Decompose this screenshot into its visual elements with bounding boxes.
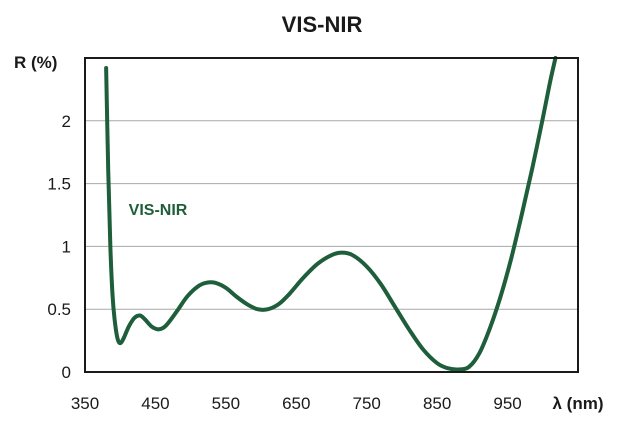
x-tick-labels: 350 450 550 650 750 850 950 [71,394,522,413]
y-axis-label: R (%) [14,53,57,72]
annotation-layer: VIS-NIR [129,202,188,219]
y-tick-label: 1 [62,237,71,256]
x-tick-label: 650 [282,394,310,413]
plot-area-frame [84,57,579,373]
x-tick-label: 750 [353,394,381,413]
chart-title: VIS-NIR [282,12,363,37]
x-tick-label: 350 [71,394,99,413]
x-axis-label: λ (nm) [553,394,604,413]
y-tick-label: 0 [62,363,71,382]
x-tick-label: 450 [141,394,169,413]
series-layer [104,56,558,372]
y-tick-label: 2 [62,112,71,131]
x-tick-label: 850 [423,394,451,413]
x-tick-label: 950 [493,394,521,413]
series-annotation-label: VIS-NIR [129,202,188,219]
x-tick-label: 550 [212,394,240,413]
series-line-vis-nir [104,56,558,372]
y-tick-label: 1.5 [47,175,71,194]
y-tick-labels: 0 0.5 1 1.5 2 [47,112,71,382]
y-tick-label: 0.5 [47,300,71,319]
